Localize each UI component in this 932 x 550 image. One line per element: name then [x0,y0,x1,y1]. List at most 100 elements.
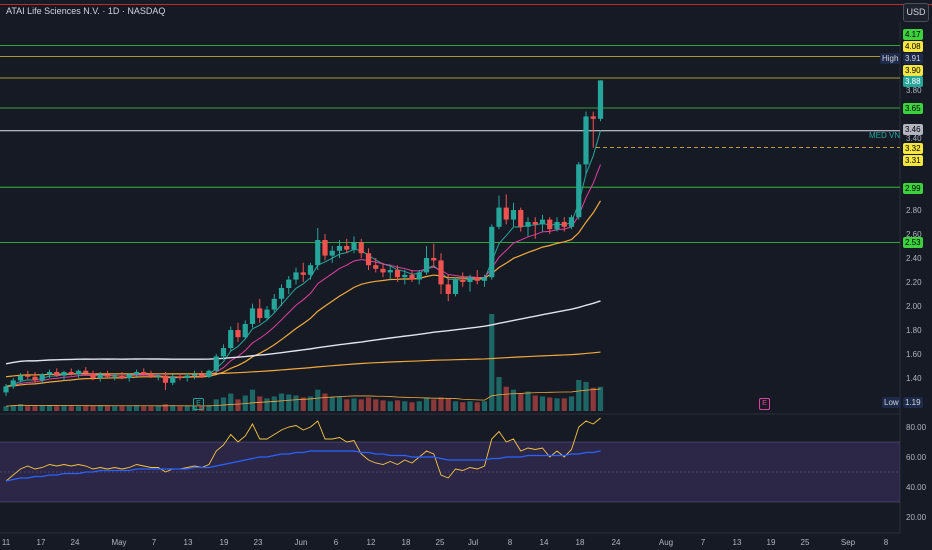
candle-body [206,370,212,377]
candle-body [133,372,140,375]
candle-body [249,308,256,324]
time-tick-label: Jun [295,538,308,547]
volume-bar [191,406,198,411]
volume-ma-line [5,388,601,407]
volume-bar [148,406,154,411]
volume-bar [293,395,299,411]
time-tick-label: May [111,538,126,547]
volume-bar [257,396,263,411]
candle-body [590,116,596,119]
candle-body [474,277,480,281]
candle-body [278,288,285,299]
candle-body [365,253,372,266]
volume-bar [104,406,111,411]
volume-bar [220,397,227,411]
candle-body [90,373,96,378]
time-tick-label: 17 [37,538,46,547]
price-tick-label: 3.40 [906,134,922,143]
candle-body [119,375,125,378]
price-tick-label: 2.60 [906,230,922,239]
volume-bar [286,394,292,411]
symbol-title[interactable]: ATAI Life Sciences N.V. · 1D · NASDAQ [6,6,166,16]
time-tick-label: 19 [767,538,776,547]
volume-bar [547,397,553,411]
volume-bar [518,393,524,411]
candle-body [112,375,118,377]
currency-button[interactable]: USD [903,3,929,22]
candle-body [10,380,16,387]
volume-bar [409,402,415,411]
candle-body [445,284,451,294]
candle-body [220,348,227,357]
candle-body [518,210,524,227]
candle-body [409,274,415,280]
high-tag: High [880,53,901,64]
volume-bar [228,393,234,411]
candle-body [539,219,546,225]
candle-body [286,279,292,288]
candle-body [387,270,393,273]
time-tick-label: 25 [801,538,810,547]
volume-bar [467,401,473,411]
candle-body [576,164,582,218]
earnings-event-icon[interactable]: E [193,398,204,410]
volume-bar [510,389,517,411]
low-tag: Low [882,397,901,408]
volume-bar [39,405,45,411]
volume-bar [525,391,531,411]
rsi-tick-label: 40.00 [906,483,927,492]
level-label-3-65: 3.65 [903,103,923,114]
candle-body [416,272,422,280]
candle-body [39,374,45,381]
time-tick-label: 6 [334,538,339,547]
time-tick-label: Jul [468,538,478,547]
volume-bar [264,398,270,411]
price-tick-label: 3.80 [906,86,922,95]
candle-body [257,308,263,318]
rsi-tick-label: 20.00 [906,513,927,522]
time-tick-label: Sep [841,538,856,547]
volume-bar [336,396,343,411]
ema-slow-line [5,200,602,387]
volume-bar [351,398,357,411]
rsi-tick-label: 80.00 [906,423,927,432]
candle-body [525,222,531,227]
candle-body [155,375,161,377]
time-tick-label: Aug [659,538,673,547]
candle-body [315,240,321,266]
level-label-4-08: 4.08 [903,41,923,52]
volume-bar [402,401,408,411]
price-tick-label: 2.80 [906,206,922,215]
volume-bar [199,406,205,411]
volume-bar [155,406,161,411]
candle-body [561,222,567,227]
candle-body [547,219,553,230]
level-label-3-90: 3.90 [903,65,923,76]
volume-bar [32,406,38,411]
sma-white-line [5,300,601,365]
candle-body [489,226,495,278]
volume-bar [474,402,480,411]
candle-body [597,80,604,119]
volume-bar [206,405,212,411]
time-tick-label: 24 [612,538,621,547]
candle-body [170,376,176,383]
volume-bar [177,406,183,411]
volume-bar [583,381,589,411]
low-value: 1.19 [903,397,923,408]
candle-body [329,250,335,256]
candle-body [496,207,502,227]
volume-bar [184,406,190,411]
time-tick-label: 12 [367,538,376,547]
candle-body [336,246,343,251]
candle-body [25,375,31,377]
candle-body [481,277,488,281]
volume-bar [25,406,31,411]
earnings-event-icon[interactable]: E [759,398,770,410]
volume-bar [460,402,466,411]
volume-bar [539,396,546,411]
candle-body [510,210,517,220]
level-label-2-99: 2.99 [903,183,923,194]
candle-body [235,330,241,338]
